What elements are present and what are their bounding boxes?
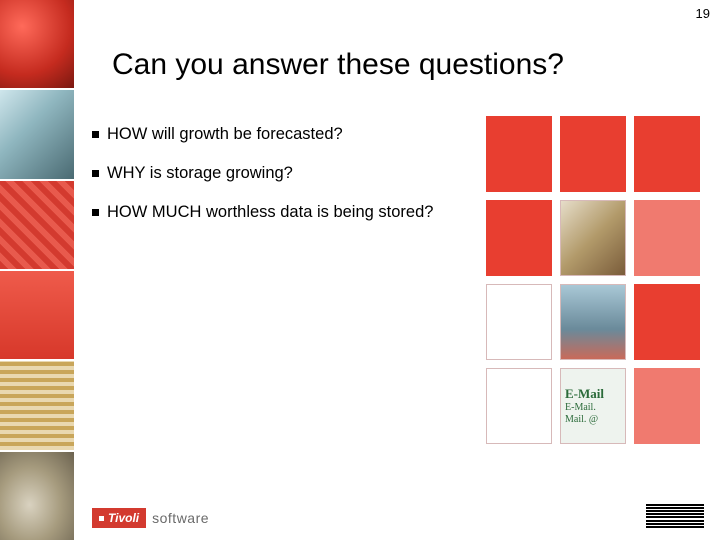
bullet-item: HOW will growth be forecasted? — [92, 124, 462, 145]
grid-cell — [560, 116, 626, 192]
grid-cell — [634, 284, 700, 360]
bullet-text: HOW MUCH worthless data is being stored? — [107, 202, 462, 223]
grid-cell — [634, 200, 700, 276]
email-line: E-Mail — [565, 386, 621, 402]
grid-cell-empty — [486, 368, 552, 444]
strip-tile — [0, 271, 74, 361]
slide-title: Can you answer these questions? — [112, 48, 564, 82]
strip-tile — [0, 361, 74, 451]
page-number: 19 — [696, 6, 710, 21]
software-text: software — [152, 510, 209, 526]
grid-cell-empty — [486, 284, 552, 360]
grid-cell-photo — [560, 200, 626, 276]
footer: Tivoli software — [92, 498, 704, 528]
tivoli-text: Tivoli — [108, 511, 139, 525]
grid-cell-photo — [560, 284, 626, 360]
tivoli-software-logo: Tivoli software — [92, 508, 209, 528]
grid-cell — [486, 200, 552, 276]
tivoli-dot-icon — [99, 516, 104, 521]
left-decorative-strip — [0, 0, 74, 540]
ibm-bar-icon — [646, 504, 704, 506]
right-graphic-grid: E-Mail E-Mail. Mail. @ — [486, 116, 706, 446]
ibm-bar-icon — [646, 507, 704, 509]
email-line: E-Mail. — [565, 402, 621, 414]
bullet-text: HOW will growth be forecasted? — [107, 124, 462, 145]
grid-cell — [486, 116, 552, 192]
bullet-square-icon — [92, 131, 99, 138]
bullet-item: HOW MUCH worthless data is being stored? — [92, 202, 462, 223]
ibm-bar-icon — [646, 516, 704, 518]
ibm-bar-icon — [646, 513, 704, 515]
ibm-bar-icon — [646, 523, 704, 525]
strip-tile — [0, 181, 74, 271]
grid-cell — [634, 116, 700, 192]
email-line: Mail. @ — [565, 414, 621, 426]
grid-cell-email: E-Mail E-Mail. Mail. @ — [560, 368, 626, 444]
bullet-item: WHY is storage growing? — [92, 163, 462, 184]
strip-tile — [0, 0, 74, 90]
ibm-bar-icon — [646, 520, 704, 522]
slide: 19 Can you answer these questions? HOW w… — [0, 0, 720, 540]
strip-tile — [0, 90, 74, 180]
strip-tile — [0, 452, 74, 540]
bullet-list: HOW will growth be forecasted? WHY is st… — [92, 124, 462, 241]
bullet-text: WHY is storage growing? — [107, 163, 462, 184]
bullet-square-icon — [92, 209, 99, 216]
ibm-bar-icon — [646, 510, 704, 512]
ibm-logo — [646, 504, 704, 528]
ibm-bar-icon — [646, 526, 704, 528]
bullet-square-icon — [92, 170, 99, 177]
grid-cell — [634, 368, 700, 444]
tivoli-logo-box: Tivoli — [92, 508, 146, 528]
